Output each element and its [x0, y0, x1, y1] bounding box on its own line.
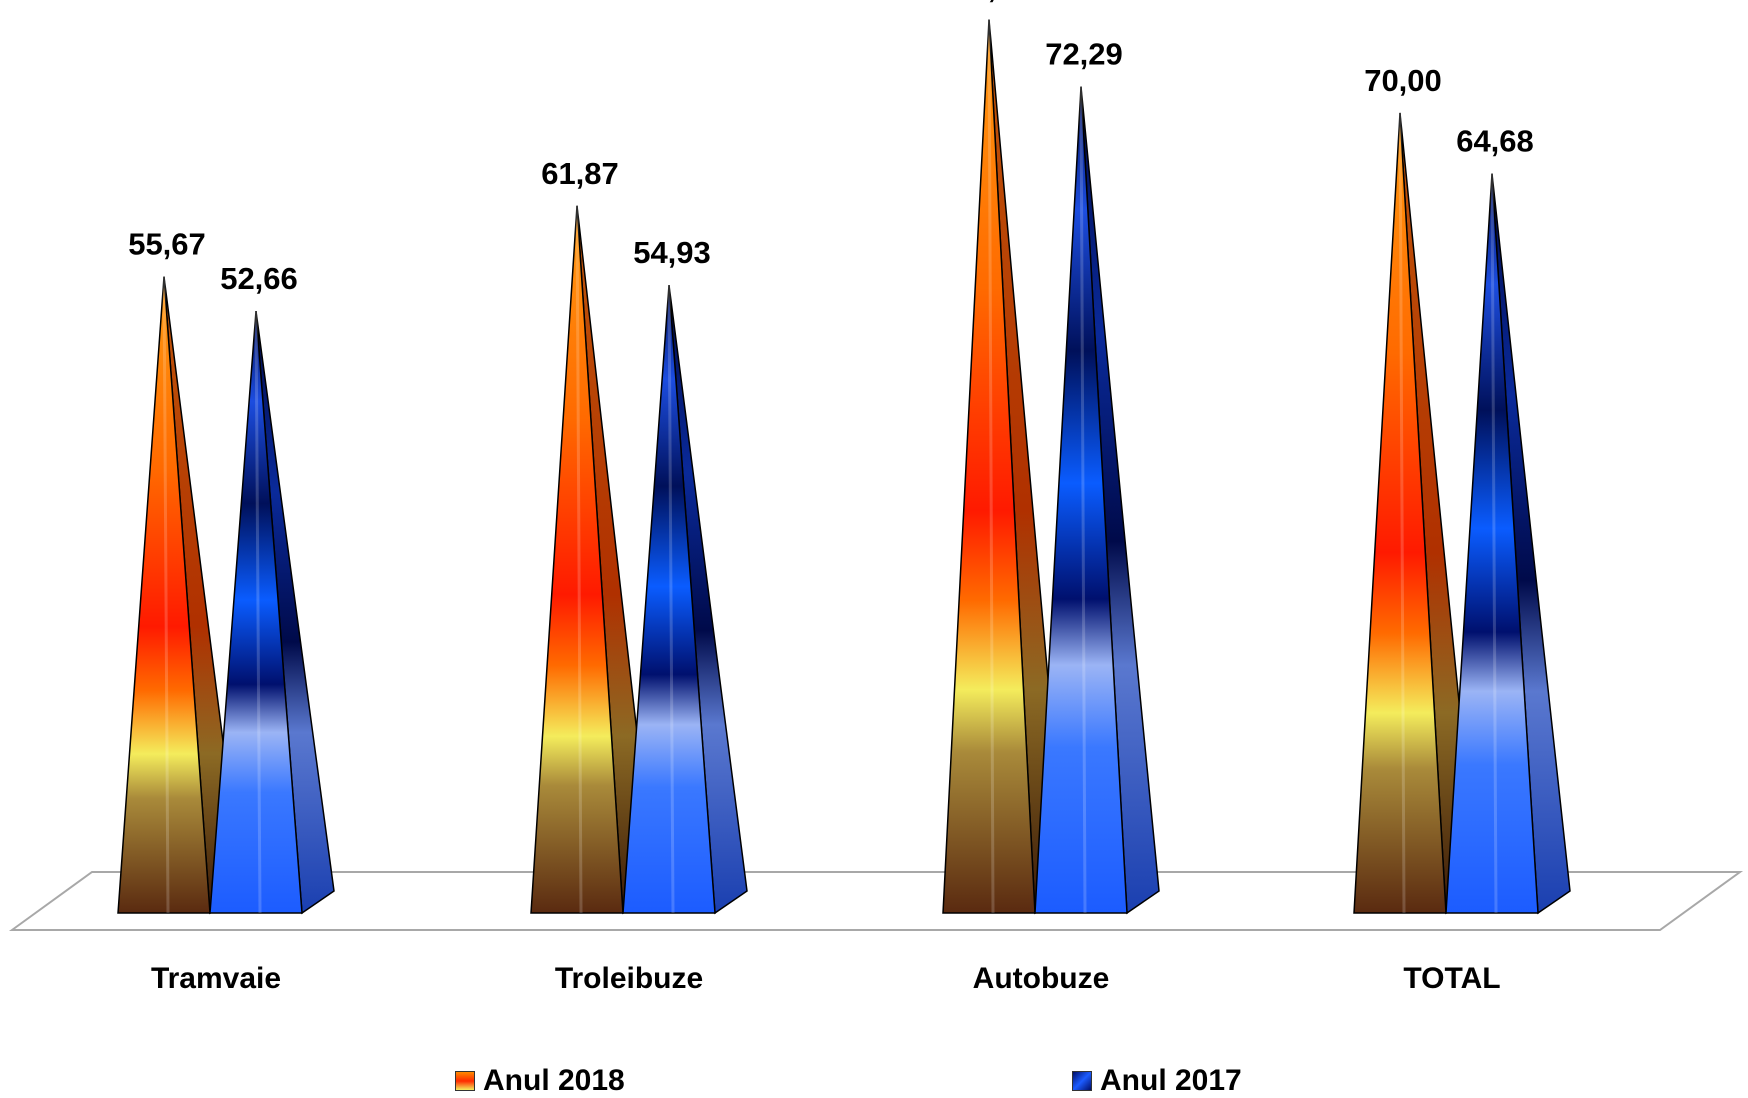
category-label-autobuze: Autobuze: [973, 962, 1110, 995]
chart-floor: [8, 871, 1744, 931]
pyramid-front-face: [942, 19, 1036, 914]
data-label-anul-2017-total: 64,68: [1456, 124, 1534, 159]
data-labels: 55,67 52,66 61,87 54,93 78,17 72,29 70,00 64,68: [128, 0, 1534, 296]
data-label-anul-2017-autobuze: 72,29: [1045, 37, 1123, 72]
legend-item-2018: Anul 2018: [455, 1064, 625, 1098]
pyramid-front-face: [209, 311, 303, 914]
pyramid-highlight: [1398, 112, 1406, 914]
pyramid-highlight: [162, 276, 170, 914]
category-label-tramvaie: Tramvaie: [151, 962, 281, 995]
data-label-anul-2018-autobuze: 78,17: [953, 0, 1031, 5]
pyramid-front-face: [1445, 173, 1539, 914]
data-label-anul-2017-troleibuze: 54,93: [633, 235, 711, 270]
pyramid-front-face: [1353, 112, 1447, 914]
category-axis: Tramvaie Troleibuze Autobuze TOTAL: [151, 962, 1501, 995]
pyramid-highlight: [1079, 86, 1087, 914]
pyramid-front-face: [1034, 86, 1128, 914]
category-label-troleibuze: Troleibuze: [555, 962, 703, 995]
legend-label-2018: Anul 2018: [483, 1064, 625, 1097]
legend-swatch-2018: [455, 1071, 475, 1091]
pyramid-anul-2017-tramvaie: [209, 310, 335, 915]
data-label-anul-2017-tramvaie: 52,66: [220, 261, 298, 296]
pyramid-front-face: [530, 205, 624, 914]
legend-swatch-2017: [1072, 1071, 1092, 1091]
pyramid-anul-2017-autobuze: [1034, 86, 1160, 915]
pyramid-anul-2017-total: [1445, 173, 1571, 915]
data-label-anul-2018-troleibuze: 61,87: [541, 156, 619, 191]
plot-area: [117, 19, 1571, 915]
pyramid-front-face: [117, 276, 211, 914]
data-label-anul-2018-total: 70,00: [1364, 63, 1442, 98]
pyramid-highlight: [575, 205, 583, 914]
pyramid-anul-2017-troleibuze: [622, 285, 748, 915]
category-label-total: TOTAL: [1403, 962, 1500, 995]
pyramid-front-face: [622, 285, 716, 914]
data-label-anul-2018-tramvaie: 55,67: [128, 227, 206, 262]
pyramid-highlight: [667, 285, 675, 914]
legend-label-2017: Anul 2017: [1100, 1064, 1242, 1097]
pyramid-highlight: [254, 311, 262, 914]
legend-item-2017: Anul 2017: [1072, 1064, 1242, 1098]
pyramid-highlight: [987, 19, 995, 914]
pyramid-highlight: [1490, 173, 1498, 914]
